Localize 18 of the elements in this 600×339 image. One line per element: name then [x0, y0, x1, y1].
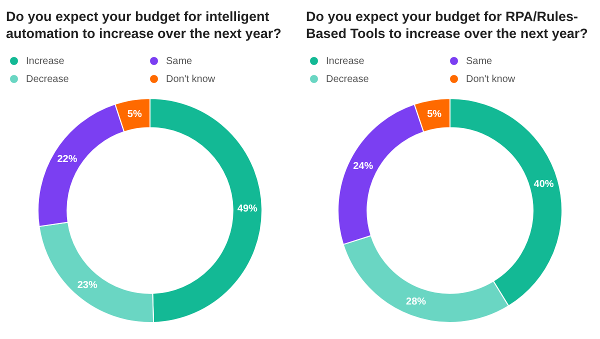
legend-label: Don't know	[165, 72, 216, 86]
data-label: 22%	[57, 154, 78, 165]
legend-label: Don't know	[465, 72, 516, 86]
legend-label: Increase	[25, 54, 66, 68]
data-label: 24%	[353, 161, 374, 172]
legend-label: Decrease	[325, 72, 370, 86]
data-label: 5%	[127, 109, 142, 120]
data-label: 49%	[237, 204, 258, 215]
data-label: 23%	[77, 280, 98, 291]
legend-label: Increase	[325, 54, 366, 68]
data-label: 40%	[534, 178, 554, 190]
legend-label: Decrease	[25, 72, 70, 86]
legend-label: Same	[165, 54, 194, 68]
data-label: 28%	[406, 296, 426, 308]
legend-label: Same	[465, 54, 494, 68]
chart-title: Do you expect your budget for intelligent automation to increase over the next year?	[6, 8, 282, 42]
data-label: 5%	[427, 109, 442, 120]
chart-title: Do you expect your budget for RPA/Rules-Based Tools to increase over the next year?	[306, 8, 589, 42]
